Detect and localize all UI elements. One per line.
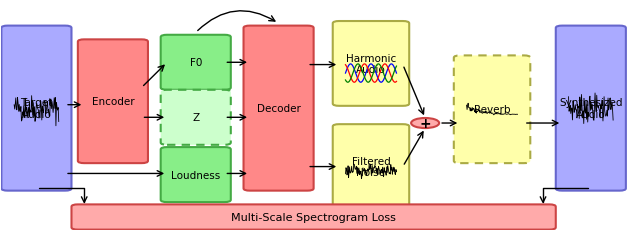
Text: Reverb: Reverb (474, 105, 510, 115)
Circle shape (411, 119, 439, 128)
FancyBboxPatch shape (161, 36, 231, 90)
FancyBboxPatch shape (556, 27, 626, 191)
Text: Loudness: Loudness (171, 170, 220, 180)
Text: Multi-Scale Spectrogram Loss: Multi-Scale Spectrogram Loss (231, 212, 396, 222)
FancyBboxPatch shape (244, 27, 314, 191)
Text: Filtered
Noise: Filtered Noise (351, 156, 390, 178)
Text: F0: F0 (189, 58, 202, 68)
FancyBboxPatch shape (161, 90, 231, 145)
FancyBboxPatch shape (454, 56, 531, 163)
Text: Harmonic
Audio: Harmonic Audio (346, 53, 396, 75)
Text: Synthesized
Audio: Synthesized Audio (559, 98, 623, 119)
Text: Z: Z (192, 113, 199, 123)
Text: Target
Audio: Target Audio (20, 98, 52, 119)
FancyBboxPatch shape (72, 204, 556, 230)
Text: +: + (419, 116, 431, 131)
Text: Encoder: Encoder (92, 97, 134, 107)
FancyBboxPatch shape (78, 40, 148, 163)
FancyBboxPatch shape (161, 147, 231, 202)
FancyBboxPatch shape (1, 27, 72, 191)
FancyBboxPatch shape (333, 125, 409, 209)
FancyBboxPatch shape (333, 22, 409, 106)
Text: Decoder: Decoder (257, 104, 301, 114)
